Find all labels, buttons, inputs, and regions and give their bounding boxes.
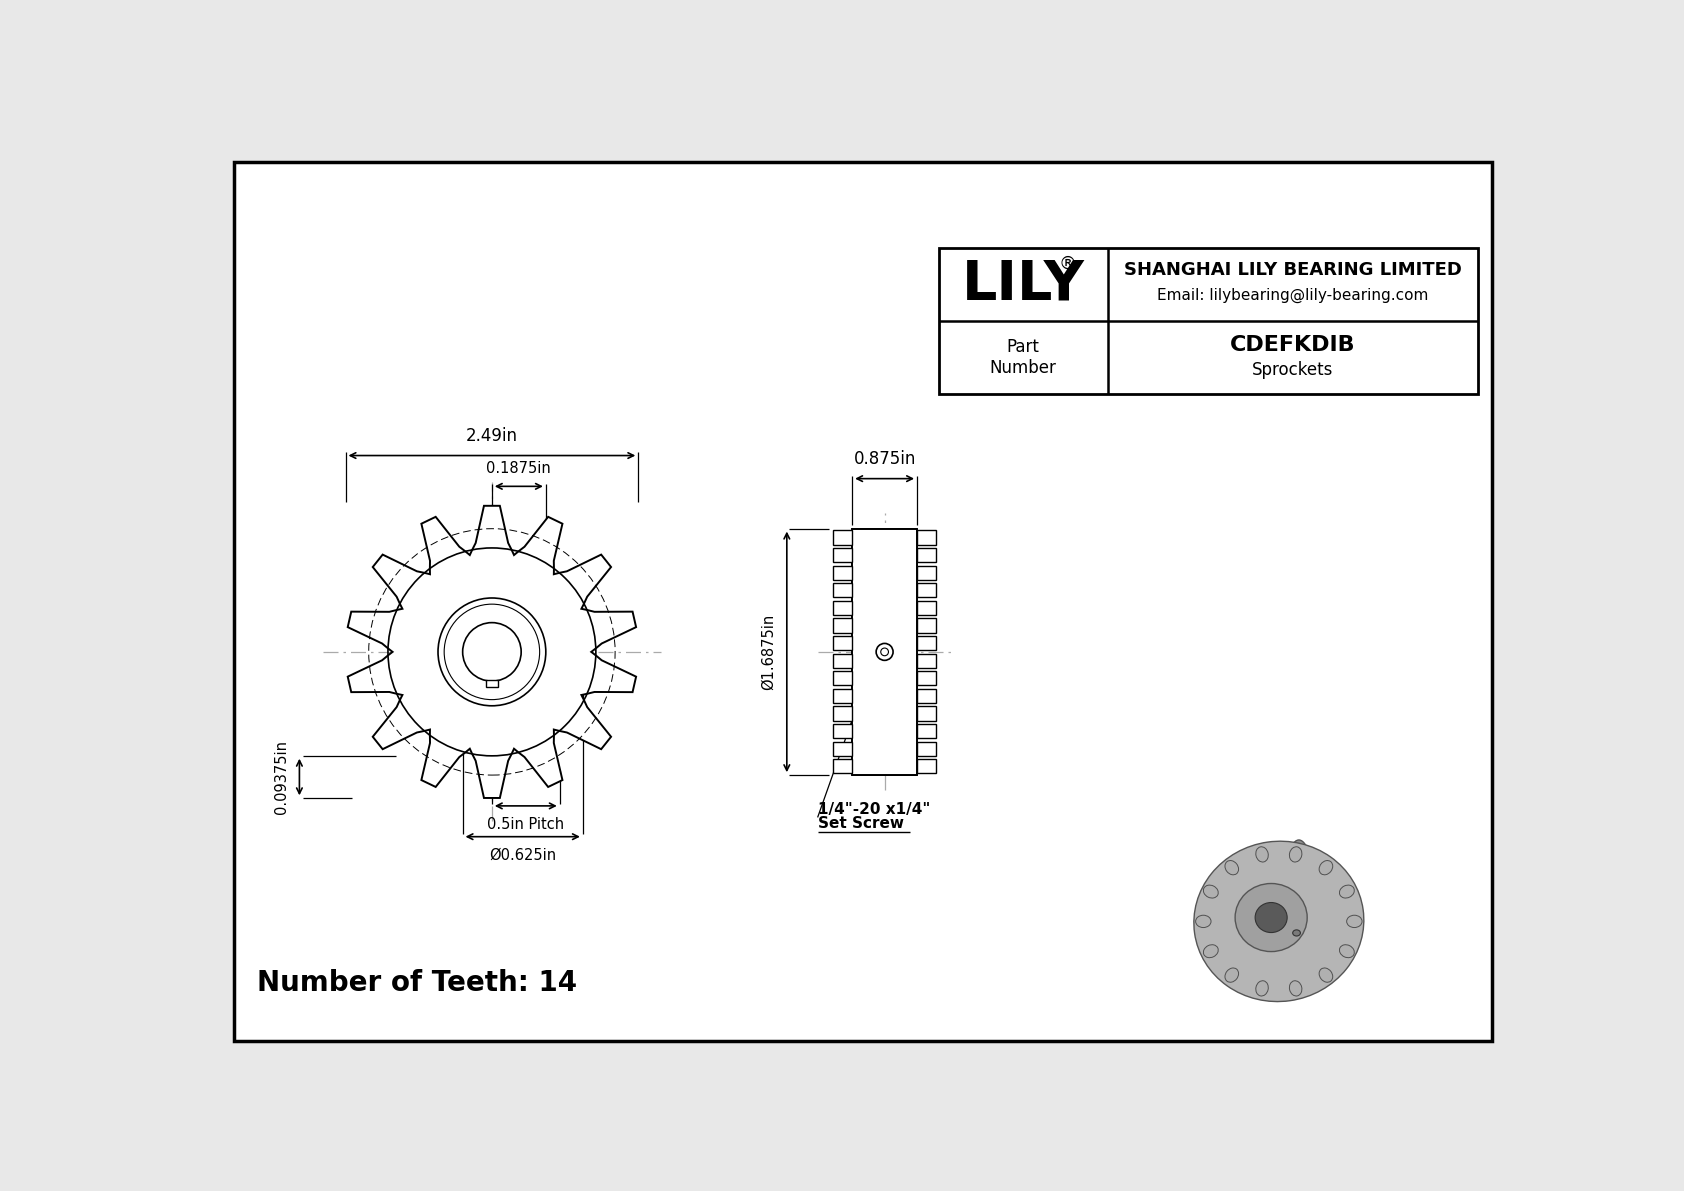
Text: SHANGHAI LILY BEARING LIMITED: SHANGHAI LILY BEARING LIMITED	[1123, 261, 1462, 280]
Bar	[918, 636, 936, 650]
Text: 0.875in: 0.875in	[854, 450, 916, 468]
Circle shape	[438, 598, 546, 706]
Text: 0.09375in: 0.09375in	[273, 740, 288, 813]
Bar	[918, 742, 936, 756]
Text: ®: ®	[1059, 255, 1076, 273]
Bar	[918, 724, 936, 738]
Bar	[918, 654, 936, 668]
Text: 2.49in: 2.49in	[466, 426, 519, 444]
Bar	[834, 618, 852, 632]
Bar	[918, 688, 936, 703]
Bar	[834, 724, 852, 738]
Bar	[918, 530, 936, 544]
Bar	[918, 618, 936, 632]
Ellipse shape	[1194, 841, 1364, 1002]
Bar	[918, 600, 936, 615]
Bar	[834, 706, 852, 721]
Ellipse shape	[1319, 968, 1332, 983]
Text: Set Screw: Set Screw	[818, 816, 904, 830]
Bar	[834, 600, 852, 615]
Text: Part
Number: Part Number	[990, 338, 1056, 376]
Bar	[834, 654, 852, 668]
Bar	[834, 530, 852, 544]
Bar	[485, 680, 498, 687]
Bar	[918, 548, 936, 562]
Text: Ø1.6875in: Ø1.6875in	[761, 613, 776, 690]
Ellipse shape	[1319, 861, 1332, 875]
Ellipse shape	[1280, 840, 1319, 996]
Ellipse shape	[1224, 861, 1238, 875]
Bar	[834, 636, 852, 650]
Circle shape	[876, 643, 893, 660]
Bar	[834, 759, 852, 773]
Text: CDEFKDIB: CDEFKDIB	[1229, 335, 1356, 355]
Text: Sprockets: Sprockets	[1251, 361, 1334, 379]
Bar	[918, 759, 936, 773]
Bar	[834, 742, 852, 756]
Text: 0.5in Pitch: 0.5in Pitch	[487, 817, 564, 831]
Circle shape	[881, 648, 889, 656]
Ellipse shape	[1256, 847, 1268, 862]
Ellipse shape	[1234, 884, 1307, 952]
Ellipse shape	[1339, 885, 1354, 898]
Polygon shape	[347, 506, 637, 798]
Text: Ø0.625in: Ø0.625in	[488, 848, 556, 862]
Text: 0.1875in: 0.1875in	[487, 461, 551, 475]
Bar	[834, 548, 852, 562]
Bar	[918, 706, 936, 721]
Ellipse shape	[1204, 885, 1218, 898]
Circle shape	[463, 623, 520, 681]
Ellipse shape	[1196, 915, 1211, 928]
Text: LILY: LILY	[962, 257, 1084, 311]
Text: 1/4"-20 x1/4": 1/4"-20 x1/4"	[818, 803, 930, 817]
Ellipse shape	[1339, 944, 1354, 958]
Bar	[834, 688, 852, 703]
Bar	[834, 672, 852, 685]
Bar	[834, 584, 852, 598]
Ellipse shape	[1224, 968, 1238, 983]
Bar	[938, 248, 1477, 394]
Text: Email: lilybearing@lily-bearing.com: Email: lilybearing@lily-bearing.com	[1157, 288, 1428, 304]
Bar	[918, 672, 936, 685]
Ellipse shape	[1347, 915, 1362, 928]
Ellipse shape	[1256, 980, 1268, 996]
Bar	[918, 584, 936, 598]
Ellipse shape	[1293, 930, 1300, 936]
Ellipse shape	[1290, 847, 1302, 862]
Text: Number of Teeth: 14: Number of Teeth: 14	[258, 969, 578, 997]
Bar	[918, 566, 936, 580]
Bar	[834, 566, 852, 580]
Ellipse shape	[1290, 980, 1302, 996]
Bar	[852, 529, 918, 775]
Ellipse shape	[1255, 903, 1287, 933]
Ellipse shape	[1204, 944, 1218, 958]
